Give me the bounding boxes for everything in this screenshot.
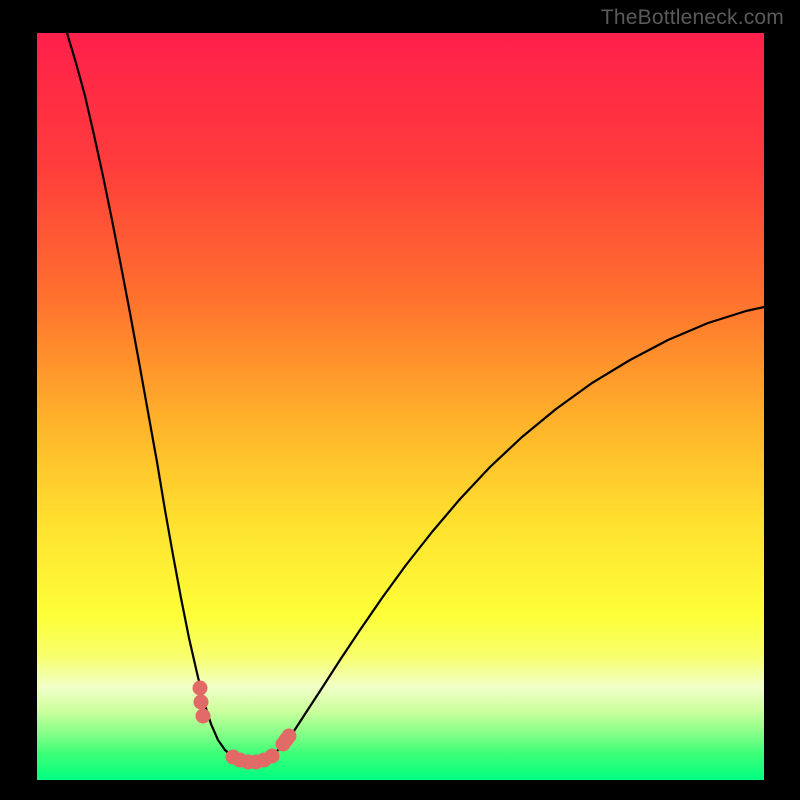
data-marker	[265, 749, 280, 764]
curve-path	[67, 33, 764, 762]
chart-plot-area	[37, 33, 764, 780]
data-marker	[282, 729, 297, 744]
data-marker	[196, 709, 211, 724]
data-marker	[194, 695, 209, 710]
watermark-label: TheBottleneck.com	[601, 6, 784, 30]
bottleneck-curve	[37, 33, 764, 780]
marker-group	[193, 681, 297, 770]
data-marker	[193, 681, 208, 696]
